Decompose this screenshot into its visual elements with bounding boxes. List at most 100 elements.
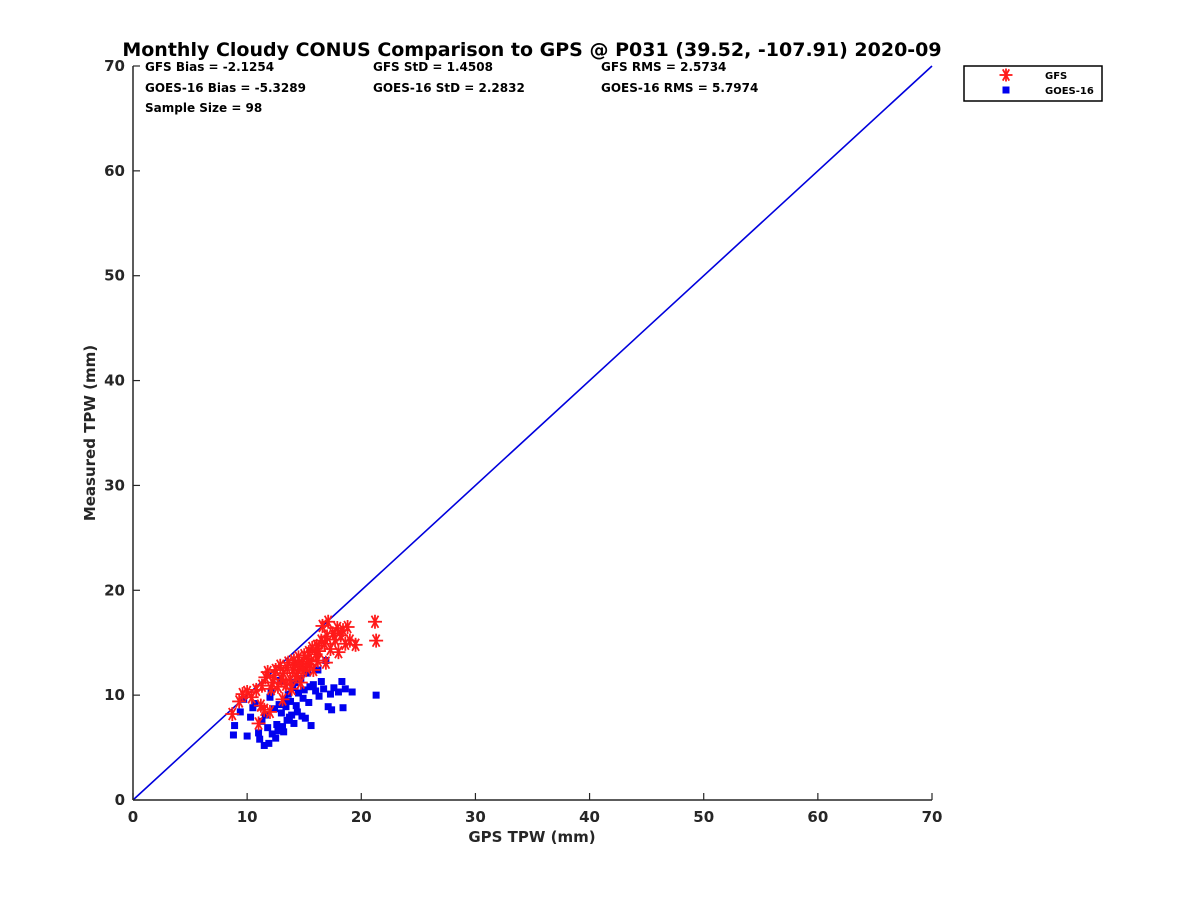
y-tick-label: 40	[104, 372, 125, 390]
legend-gfs-marker	[999, 68, 1013, 82]
goes16-point	[301, 714, 309, 722]
goes16-point	[290, 719, 298, 727]
goes16-point	[293, 708, 301, 716]
goes16-point	[338, 678, 346, 686]
goes16-point	[320, 685, 328, 693]
gfs-points	[225, 614, 384, 731]
gfs-point	[348, 637, 363, 652]
goes16-point	[271, 705, 279, 713]
chart-title: Monthly Cloudy CONUS Comparison to GPS @…	[122, 39, 941, 61]
legend-gfs-asterisk	[999, 68, 1013, 82]
goes16-point	[251, 700, 259, 708]
gfs-point	[275, 692, 290, 707]
legend-goes16-marker	[1002, 86, 1010, 94]
goes-std-text: GOES-16 StD = 2.2832	[373, 81, 525, 95]
goes16-point	[292, 702, 300, 710]
goes16-point	[249, 704, 257, 712]
goes16-point	[277, 709, 285, 717]
goes16-point	[287, 697, 295, 705]
goes16-point	[255, 729, 263, 737]
y-tick-label: 0	[115, 791, 125, 809]
goes-rms-text: GOES-16 RMS = 5.7974	[601, 81, 758, 95]
stats-annotations: GFS Bias = -2.1254 GOES-16 Bias = -5.328…	[145, 60, 758, 115]
x-tick-labels: 0 10 20 30 40 50 60 70	[128, 808, 943, 826]
goes16-point	[305, 698, 313, 706]
goes16-point	[273, 721, 281, 729]
legend-goes16-label: GOES-16	[1045, 86, 1094, 97]
goes16-point	[279, 723, 287, 731]
x-tick-label: 40	[579, 808, 600, 826]
gfs-point	[340, 619, 355, 634]
goes16-point	[272, 734, 280, 742]
goes16-point	[299, 694, 307, 702]
goes16-point	[260, 741, 268, 749]
gfs-point	[225, 707, 240, 722]
x-tick-label: 10	[237, 808, 258, 826]
y-tick-label: 20	[104, 581, 125, 599]
goes16-point	[372, 691, 380, 699]
goes16-point	[247, 713, 255, 721]
gfs-point	[262, 704, 277, 719]
x-tick-label: 30	[465, 808, 486, 826]
gfs-std-text: GFS StD = 1.4508	[373, 60, 493, 74]
goes16-point	[236, 708, 244, 716]
goes16-point	[266, 693, 274, 701]
goes16-point	[229, 731, 237, 739]
goes16-point	[265, 739, 273, 747]
gfs-point	[367, 614, 382, 629]
goes16-point	[300, 686, 308, 694]
goes16-point	[280, 728, 288, 736]
goes16-point	[341, 685, 349, 693]
goes16-point	[295, 689, 303, 697]
x-tick-label: 70	[922, 808, 943, 826]
goes16-point	[231, 722, 239, 730]
goes16-point	[282, 703, 290, 711]
y-tick-label: 60	[104, 162, 125, 180]
goes16-point	[256, 735, 264, 743]
x-tick-label: 50	[693, 808, 714, 826]
gfs-point	[331, 645, 346, 660]
goes16-point	[334, 688, 342, 696]
gfs-point	[251, 716, 266, 731]
goes16-point	[261, 711, 269, 719]
y-axis-label: Measured TPW (mm)	[81, 345, 99, 521]
goes16-point	[307, 722, 315, 730]
gfs-point	[318, 655, 333, 670]
goes16-point	[304, 669, 312, 677]
goes16-point	[348, 688, 356, 696]
x-tick-label: 60	[807, 808, 828, 826]
legend: GFS GOES-16	[963, 65, 1103, 102]
x-tick-label: 0	[128, 808, 138, 826]
axes	[132, 65, 933, 801]
gfs-point	[321, 614, 336, 629]
goes16-point	[240, 695, 248, 703]
x-tick-label: 20	[351, 808, 372, 826]
goes16-point	[339, 704, 347, 712]
y-tick-label: 70	[104, 57, 125, 75]
gfs-rms-text: GFS RMS = 2.5734	[601, 60, 726, 74]
goes16-point	[317, 678, 325, 686]
x-axis-label: GPS TPW (mm)	[468, 828, 595, 846]
gfs-bias-text: GFS Bias = -2.1254	[145, 60, 274, 74]
goes16-point	[243, 732, 251, 740]
goes16-point	[274, 727, 282, 735]
goes16-point	[264, 724, 272, 732]
y-tick-label: 50	[104, 267, 125, 285]
goes16-point	[268, 730, 276, 738]
gfs-point	[244, 690, 259, 705]
goes16-point	[330, 684, 338, 692]
gfs-point	[369, 633, 384, 648]
gfs-point	[284, 681, 299, 696]
goes16-point	[281, 696, 289, 704]
goes16-point	[328, 706, 336, 714]
goes16-point	[258, 717, 266, 725]
legend-gfs-label: GFS	[1045, 71, 1067, 82]
sample-size-text: Sample Size = 98	[145, 101, 262, 115]
gfs-point	[293, 675, 308, 690]
goes16-point	[288, 711, 296, 719]
goes16-point	[315, 692, 323, 700]
y-tick-label: 30	[104, 476, 125, 494]
goes16-point	[312, 687, 320, 695]
goes16-point	[326, 690, 334, 698]
